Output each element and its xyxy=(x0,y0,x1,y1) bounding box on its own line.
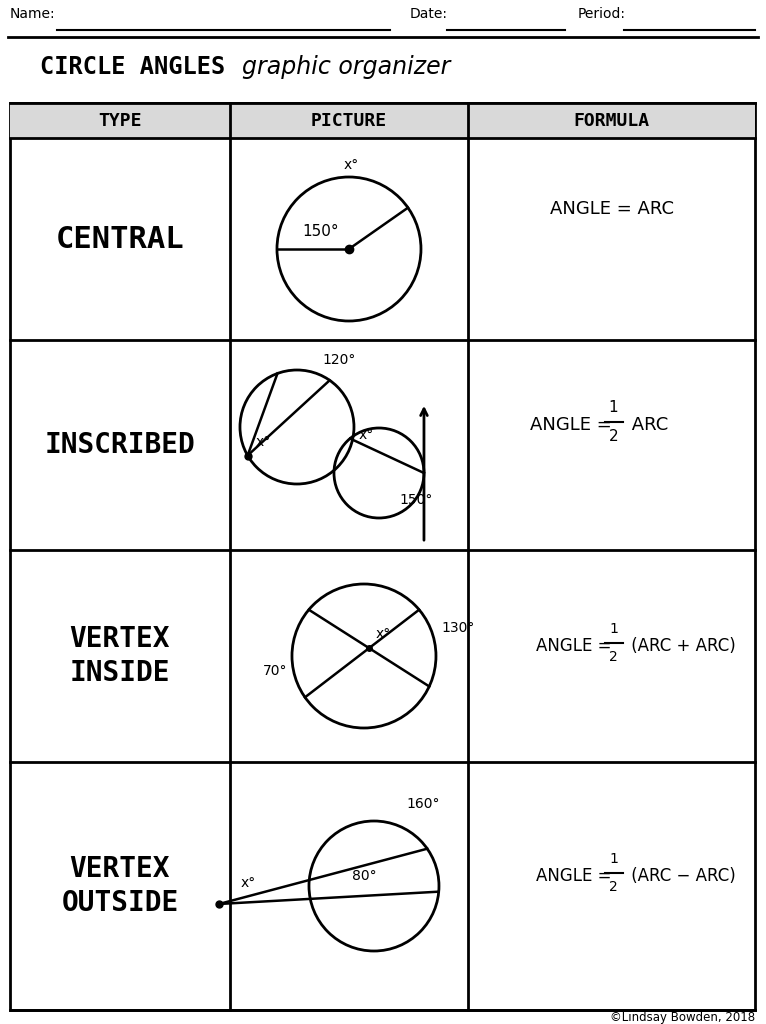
Text: 150°: 150° xyxy=(303,223,339,239)
Text: VERTEX
OUTSIDE: VERTEX OUTSIDE xyxy=(61,855,178,918)
Text: 2: 2 xyxy=(609,429,618,444)
Text: (ARC + ARC): (ARC + ARC) xyxy=(626,637,735,655)
Text: ©Lindsay Bowden, 2018: ©Lindsay Bowden, 2018 xyxy=(610,1012,755,1024)
Text: 2: 2 xyxy=(609,650,618,664)
Text: 70°: 70° xyxy=(263,664,287,678)
Text: 150°: 150° xyxy=(399,493,433,507)
Text: (ARC − ARC): (ARC − ARC) xyxy=(626,867,735,885)
Text: 80°: 80° xyxy=(352,869,376,883)
Text: ANGLE =: ANGLE = xyxy=(536,637,611,655)
Text: TYPE: TYPE xyxy=(98,112,142,129)
Text: x°: x° xyxy=(241,876,256,890)
Text: 130°: 130° xyxy=(441,621,474,635)
Text: ANGLE =: ANGLE = xyxy=(536,867,611,885)
Text: 160°: 160° xyxy=(407,797,440,811)
Text: VERTEX
INSIDE: VERTEX INSIDE xyxy=(70,625,170,687)
Text: x°: x° xyxy=(376,627,391,641)
Text: 120°: 120° xyxy=(322,353,355,367)
Text: CENTRAL: CENTRAL xyxy=(56,224,184,254)
Text: 1: 1 xyxy=(609,852,618,866)
Text: Date:: Date: xyxy=(410,7,448,22)
Text: ANGLE = ARC: ANGLE = ARC xyxy=(549,200,673,218)
Text: ANGLE =: ANGLE = xyxy=(530,416,611,434)
Text: Name:: Name: xyxy=(10,7,56,22)
Bar xyxy=(10,103,755,1010)
Text: ARC: ARC xyxy=(626,416,668,434)
Text: x°: x° xyxy=(358,428,374,441)
Text: Period:: Period: xyxy=(578,7,626,22)
Text: CIRCLE ANGLES: CIRCLE ANGLES xyxy=(41,55,240,79)
Text: 1: 1 xyxy=(609,622,618,636)
Text: x°: x° xyxy=(343,158,358,172)
Bar xyxy=(10,103,755,138)
Text: PICTURE: PICTURE xyxy=(311,112,387,129)
Text: 1: 1 xyxy=(609,400,618,415)
Text: INSCRIBED: INSCRIBED xyxy=(44,431,195,459)
Text: FORMULA: FORMULA xyxy=(574,112,650,129)
Text: graphic organizer: graphic organizer xyxy=(242,55,450,79)
Text: x°: x° xyxy=(256,434,271,449)
Text: 2: 2 xyxy=(609,880,618,894)
